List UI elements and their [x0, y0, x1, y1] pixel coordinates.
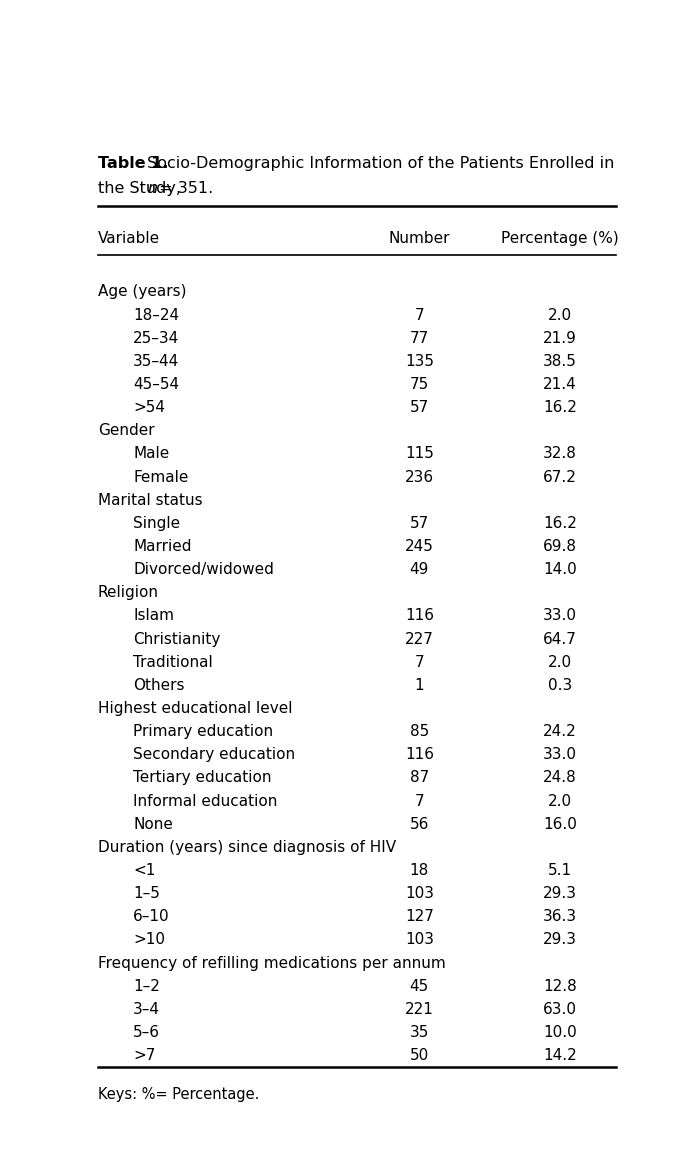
Text: Primary education: Primary education [133, 725, 273, 739]
Text: >10: >10 [133, 932, 165, 947]
Text: 45–54: 45–54 [133, 377, 179, 391]
Text: 35: 35 [410, 1025, 429, 1040]
Text: 103: 103 [405, 887, 434, 902]
Text: 135: 135 [405, 354, 434, 369]
Text: Single: Single [133, 516, 180, 531]
Text: 63.0: 63.0 [543, 1002, 577, 1017]
Text: 1: 1 [415, 678, 424, 693]
Text: 21.4: 21.4 [543, 377, 576, 391]
Text: Table 1.: Table 1. [98, 156, 169, 171]
Text: 3–4: 3–4 [133, 1002, 160, 1017]
Text: 36.3: 36.3 [543, 909, 577, 924]
Text: Secondary education: Secondary education [133, 747, 295, 762]
Text: Male: Male [133, 446, 169, 461]
Text: 18–24: 18–24 [133, 308, 179, 323]
Text: 5.1: 5.1 [548, 863, 572, 878]
Text: 2.0: 2.0 [548, 655, 572, 670]
Text: Christianity: Christianity [133, 631, 220, 647]
Text: 6–10: 6–10 [133, 909, 169, 924]
Text: 16.2: 16.2 [543, 516, 576, 531]
Text: 29.3: 29.3 [543, 932, 577, 947]
Text: 14.0: 14.0 [543, 563, 576, 577]
Text: 18: 18 [410, 863, 429, 878]
Text: 25–34: 25–34 [133, 331, 179, 346]
Text: n: n [147, 182, 158, 197]
Text: Variable: Variable [98, 231, 160, 246]
Text: Religion: Religion [98, 585, 159, 600]
Text: 16.2: 16.2 [543, 400, 576, 415]
Text: Female: Female [133, 469, 188, 485]
Text: 49: 49 [410, 563, 429, 577]
Text: 12.8: 12.8 [543, 979, 576, 994]
Text: <1: <1 [133, 863, 155, 878]
Text: Traditional: Traditional [133, 655, 213, 670]
Text: Percentage (%): Percentage (%) [501, 231, 619, 246]
Text: Duration (years) since diagnosis of HIV: Duration (years) since diagnosis of HIV [98, 840, 396, 855]
Text: 24.8: 24.8 [543, 770, 576, 785]
Text: 245: 245 [405, 539, 434, 555]
Text: 221: 221 [405, 1002, 434, 1017]
Text: 7: 7 [415, 655, 424, 670]
Text: 24.2: 24.2 [543, 725, 576, 739]
Text: 227: 227 [405, 631, 434, 647]
Text: 7: 7 [415, 308, 424, 323]
Text: 7: 7 [415, 793, 424, 809]
Text: 127: 127 [405, 909, 434, 924]
Text: Highest educational level: Highest educational level [98, 701, 293, 716]
Text: 1–5: 1–5 [133, 887, 160, 902]
Text: 75: 75 [410, 377, 429, 391]
Text: 103: 103 [405, 932, 434, 947]
Text: None: None [133, 817, 173, 832]
Text: Number: Number [389, 231, 450, 246]
Text: Others: Others [133, 678, 185, 693]
Text: Gender: Gender [98, 423, 155, 438]
Text: 77: 77 [410, 331, 429, 346]
Text: Marital status: Marital status [98, 493, 203, 508]
Text: 0.3: 0.3 [548, 678, 572, 693]
Text: 2.0: 2.0 [548, 308, 572, 323]
Text: 21.9: 21.9 [543, 331, 576, 346]
Text: 57: 57 [410, 516, 429, 531]
Text: 45: 45 [410, 979, 429, 994]
Text: 35–44: 35–44 [133, 354, 179, 369]
Text: = 351.: = 351. [154, 182, 213, 197]
Text: Keys: %= Percentage.: Keys: %= Percentage. [98, 1087, 259, 1102]
Text: Informal education: Informal education [133, 793, 277, 809]
Text: 5–6: 5–6 [133, 1025, 160, 1040]
Text: 116: 116 [405, 608, 434, 623]
Text: 1–2: 1–2 [133, 979, 160, 994]
Text: Tertiary education: Tertiary education [133, 770, 272, 785]
Text: 85: 85 [410, 725, 429, 739]
Text: 2.0: 2.0 [548, 793, 572, 809]
Text: Islam: Islam [133, 608, 174, 623]
Text: 50: 50 [410, 1048, 429, 1064]
Text: 116: 116 [405, 747, 434, 762]
Text: 69.8: 69.8 [543, 539, 577, 555]
Text: 29.3: 29.3 [543, 887, 577, 902]
Text: Socio-Demographic Information of the Patients Enrolled in: Socio-Demographic Information of the Pat… [142, 156, 615, 171]
Text: 87: 87 [410, 770, 429, 785]
Text: 57: 57 [410, 400, 429, 415]
Text: 236: 236 [405, 469, 434, 485]
Text: 64.7: 64.7 [543, 631, 576, 647]
Text: 32.8: 32.8 [543, 446, 576, 461]
Text: 67.2: 67.2 [543, 469, 576, 485]
Text: 56: 56 [410, 817, 429, 832]
Text: >54: >54 [133, 400, 165, 415]
Text: Frequency of refilling medications per annum: Frequency of refilling medications per a… [98, 955, 445, 970]
Text: Divorced/widowed: Divorced/widowed [133, 563, 274, 577]
Text: 38.5: 38.5 [543, 354, 576, 369]
Text: 33.0: 33.0 [543, 747, 577, 762]
Text: the Study,: the Study, [98, 182, 186, 197]
Text: >7: >7 [133, 1048, 155, 1064]
Text: 16.0: 16.0 [543, 817, 576, 832]
Text: 10.0: 10.0 [543, 1025, 576, 1040]
Text: 115: 115 [405, 446, 434, 461]
Text: Age (years): Age (years) [98, 284, 186, 299]
Text: Married: Married [133, 539, 192, 555]
Text: 33.0: 33.0 [543, 608, 577, 623]
Text: 14.2: 14.2 [543, 1048, 576, 1064]
